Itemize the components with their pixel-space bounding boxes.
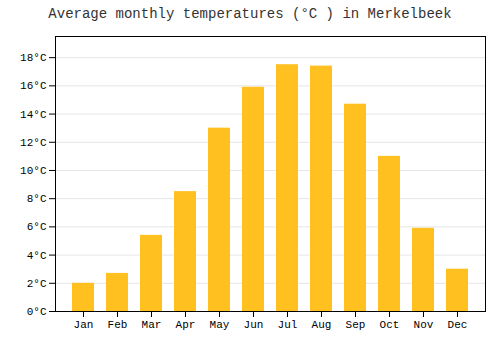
svg-text:0°C: 0°C: [27, 306, 47, 318]
svg-text:Jul: Jul: [278, 319, 298, 331]
svg-text:Nov: Nov: [414, 319, 434, 331]
svg-text:18°C: 18°C: [20, 52, 47, 64]
svg-text:Apr: Apr: [176, 319, 196, 331]
svg-text:Jun: Jun: [244, 319, 264, 331]
svg-text:Mar: Mar: [142, 319, 162, 331]
svg-text:8°C: 8°C: [27, 193, 47, 205]
svg-text:16°C: 16°C: [20, 80, 47, 92]
html-text:Average monthly temperatures (: Average monthly temperatures (°C ) in Me…: [48, 6, 452, 22]
svg-text:4°C: 4°C: [27, 250, 47, 262]
svg-text:2°C: 2°C: [27, 278, 47, 290]
svg-text:May: May: [210, 319, 230, 331]
svg-text:6°C: 6°C: [27, 221, 47, 233]
svg-text:Sep: Sep: [346, 319, 366, 331]
svg-text:12°C: 12°C: [20, 137, 47, 149]
svg-text:Feb: Feb: [108, 319, 128, 331]
svg-text:Aug: Aug: [312, 319, 332, 331]
svg-text:14°C: 14°C: [20, 109, 47, 121]
svg-text:10°C: 10°C: [20, 165, 47, 177]
svg-text:Oct: Oct: [380, 319, 400, 331]
svg-text:Dec: Dec: [448, 319, 468, 331]
svg-text:Jan: Jan: [74, 319, 94, 331]
